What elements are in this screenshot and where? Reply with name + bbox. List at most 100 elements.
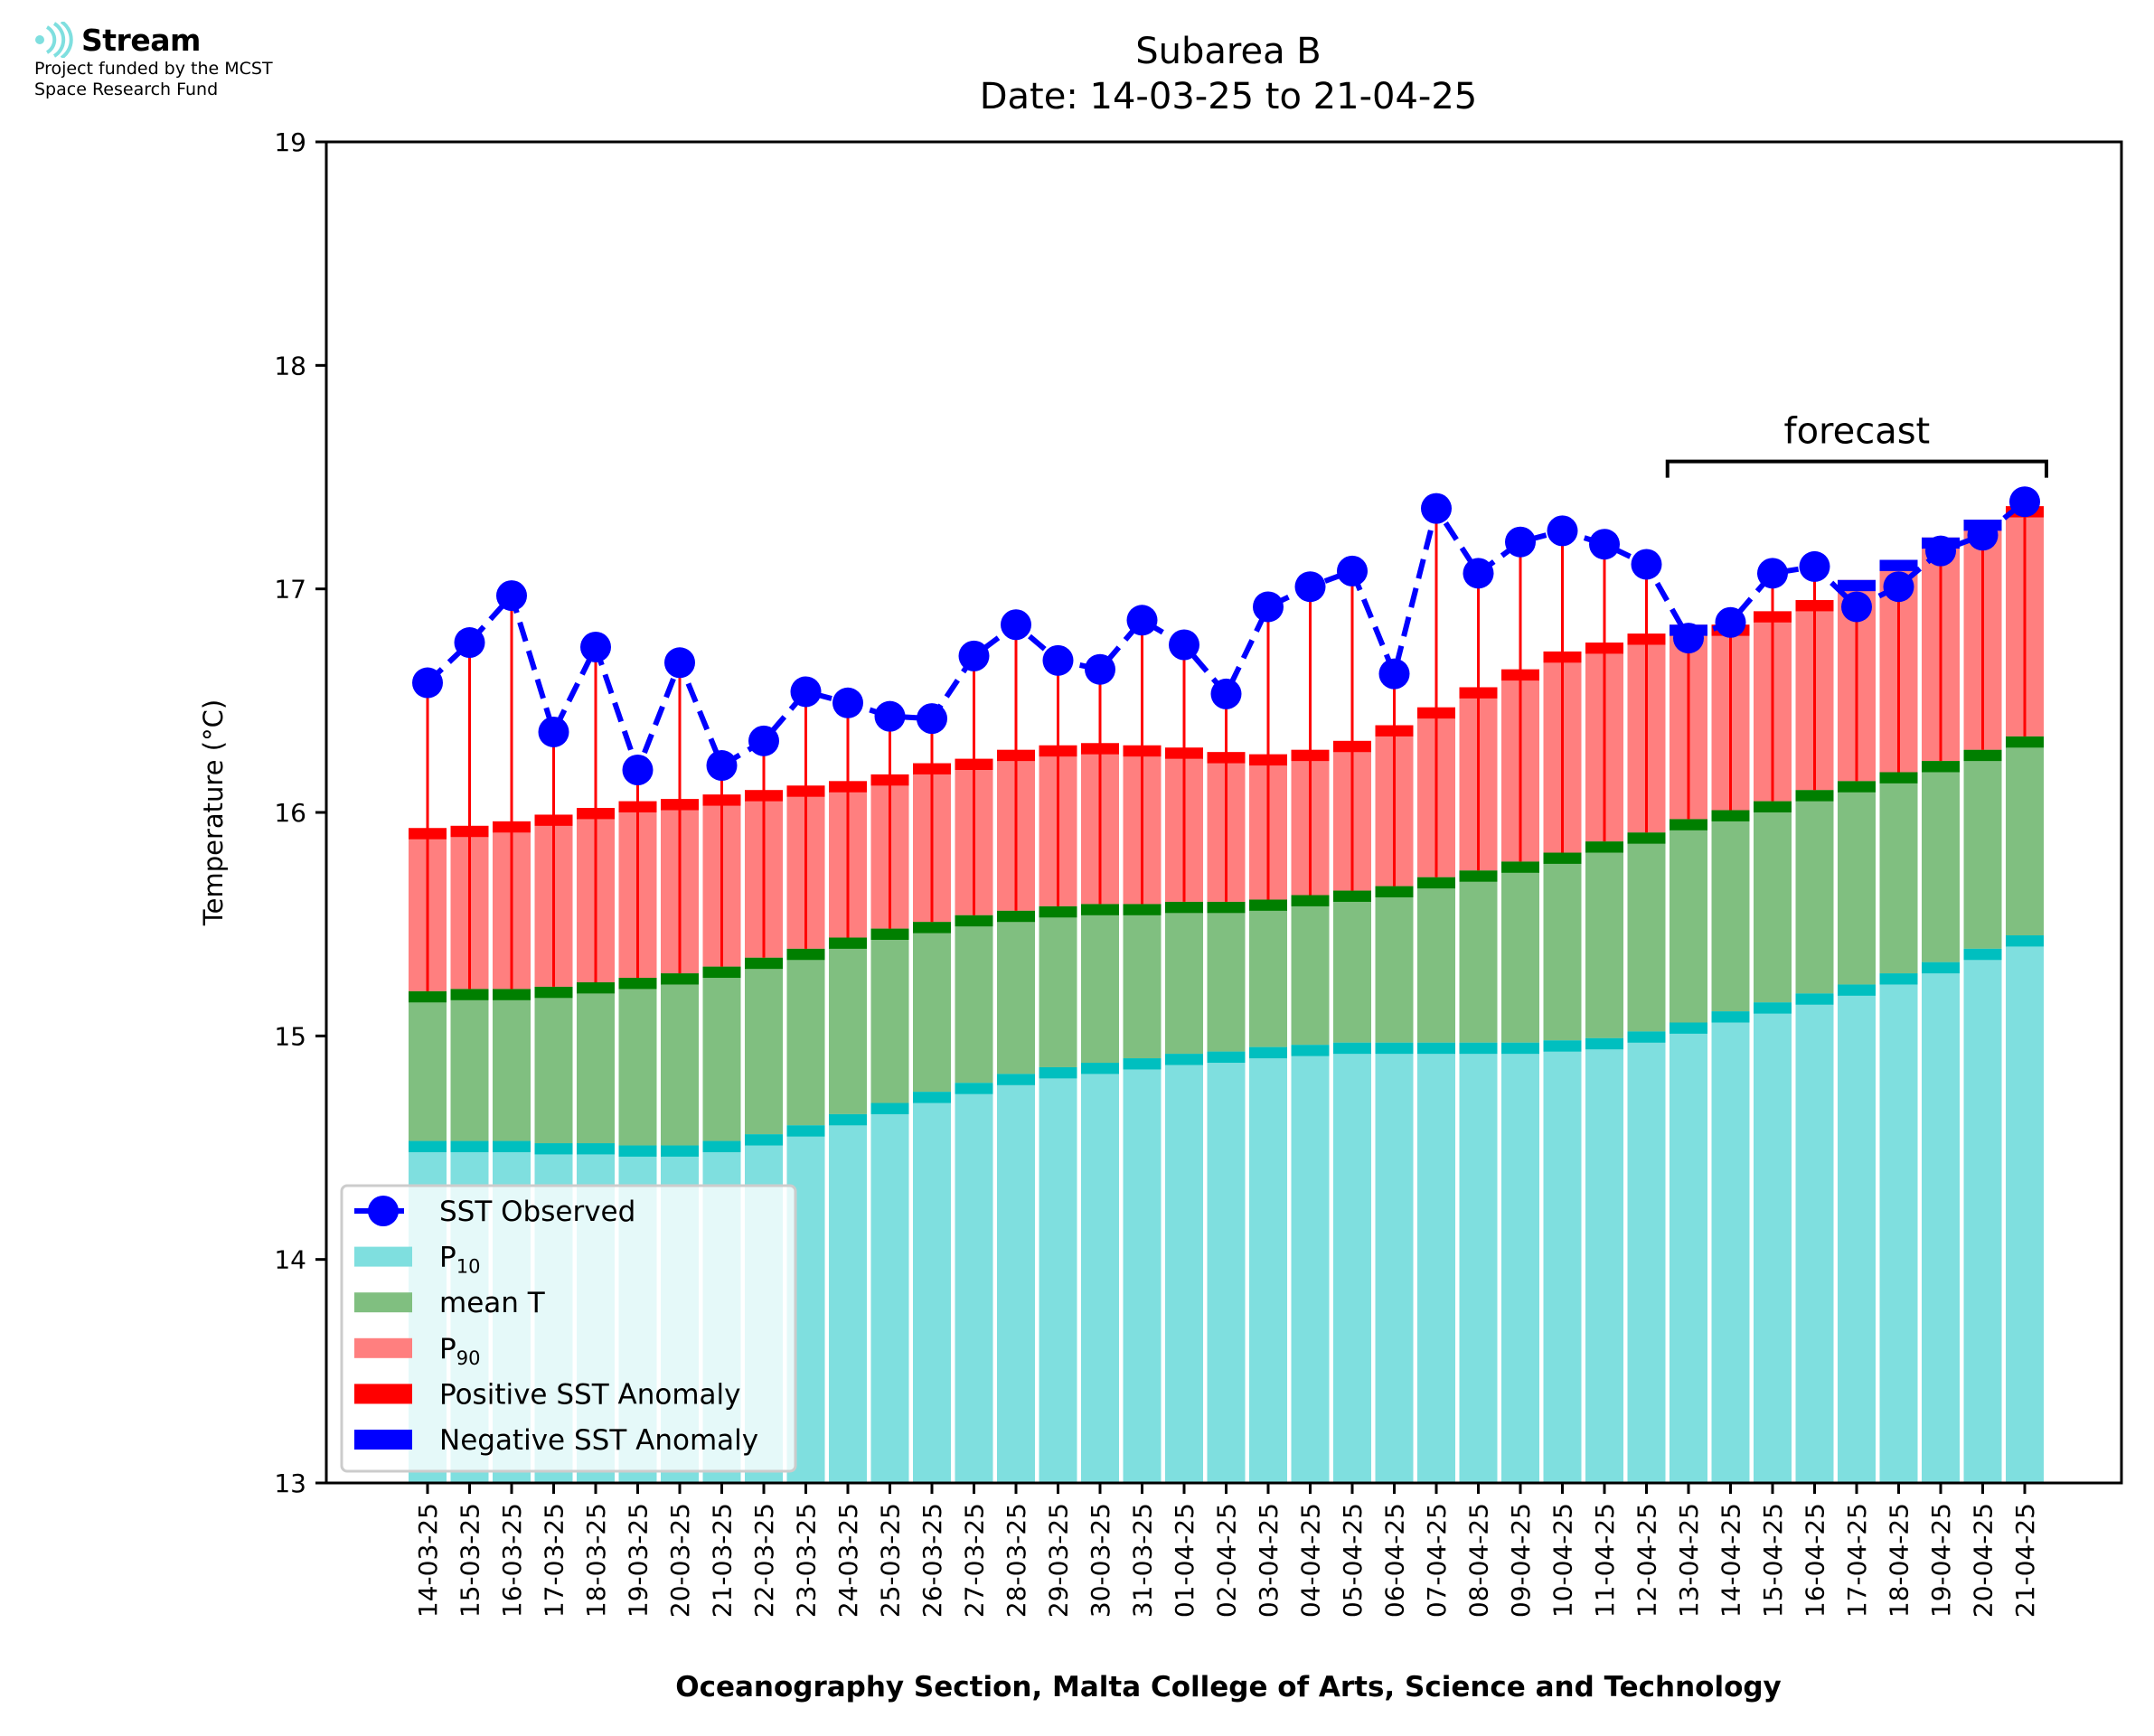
bar-p10-band: [1417, 1042, 1455, 1055]
forecast-bracket: [1665, 459, 2048, 478]
x-tick-label: 20-03-25: [665, 1503, 695, 1618]
bar-p10-band: [913, 1092, 951, 1103]
bar-anomaly-band: [1838, 579, 1876, 592]
bar-p10: [1754, 1002, 1792, 1483]
bar-p10-band: [1039, 1066, 1077, 1079]
x-tick-label: 14-04-25: [1717, 1503, 1746, 1618]
sst-observed-point: [2009, 486, 2040, 518]
bar-p10-band: [1249, 1046, 1287, 1059]
forecast-annotation: forecast: [1665, 411, 2048, 478]
bar-mean-band: [1879, 772, 1918, 784]
bar-mean-band: [997, 910, 1035, 923]
bar-mean: [1585, 841, 1623, 1038]
bar-p10-band: [1333, 1042, 1371, 1055]
bar-p10-band: [1123, 1058, 1162, 1070]
x-tick-label: 17-04-25: [1842, 1503, 1872, 1618]
x-tick-label: 19-04-25: [1926, 1503, 1956, 1618]
bar-p10-band: [493, 1140, 531, 1152]
bar-mean-band: [493, 989, 531, 1000]
bar-p10-band: [702, 1140, 741, 1152]
x-tick-label: 13-04-25: [1674, 1503, 1704, 1618]
legend-label: SST Observed: [439, 1196, 635, 1228]
bar-mean-band: [786, 948, 825, 961]
legend-box: [340, 1184, 797, 1473]
bar-mean-band: [2006, 736, 2044, 748]
y-tick-label: 15: [274, 1021, 306, 1051]
bar-mean: [1501, 861, 1539, 1043]
bar-mean-band: [1795, 790, 1834, 802]
sst-observed-point: [1925, 535, 1956, 567]
x-tick-label: 19-03-25: [624, 1503, 654, 1618]
sst-observed-point: [1673, 623, 1704, 654]
bar-p10-band: [1375, 1042, 1414, 1055]
bar-p10-band: [829, 1113, 867, 1126]
bar-p10-band: [1081, 1063, 1119, 1074]
y-tick-label: 17: [274, 575, 306, 605]
bar-p10: [1838, 984, 1876, 1483]
sst-observed-point: [1589, 529, 1620, 560]
bar-mean-band: [1333, 890, 1371, 902]
x-tick-label: 31-03-25: [1128, 1503, 1158, 1618]
sst-observed-point: [832, 687, 863, 718]
bar-mean: [913, 922, 951, 1093]
bar-p10-band: [1207, 1051, 1246, 1064]
bar-mean: [1249, 899, 1287, 1047]
bar-mean: [745, 957, 783, 1135]
bar-p10-band: [1585, 1037, 1623, 1050]
x-tick-label: 18-04-25: [1885, 1503, 1914, 1618]
bar-mean-band: [618, 978, 657, 990]
sst-observed-point: [580, 631, 611, 662]
sst-observed-point: [1085, 653, 1115, 685]
bar-mean: [409, 990, 447, 1141]
sst-observed-point: [1001, 609, 1031, 641]
bar-mean-band: [1670, 819, 1707, 830]
bar-mean-band: [1207, 901, 1246, 914]
x-tick-label: 16-03-25: [497, 1503, 527, 1618]
bar-mean: [1754, 801, 1792, 1003]
x-tick-label: 02-04-25: [1212, 1503, 1242, 1618]
bar-p10-band: [577, 1143, 615, 1155]
bar-mean-band: [1039, 906, 1077, 918]
legend-label: mean T: [439, 1287, 546, 1319]
sst-observed-point: [1210, 678, 1242, 709]
bar-p10: [1585, 1037, 1623, 1483]
bar-mean-band: [1627, 832, 1666, 844]
sst-observed-point: [1126, 605, 1158, 636]
bar-mean-band: [1501, 861, 1539, 873]
sst-observed-point: [748, 725, 779, 756]
x-tick-label: 26-03-25: [917, 1503, 947, 1618]
sst-observed-point: [1715, 606, 1746, 638]
bar-mean: [493, 989, 531, 1141]
bar-mean-band: [1249, 899, 1287, 911]
x-tick-label: 09-04-25: [1506, 1503, 1536, 1618]
y-axis-label: Temperature (°C): [198, 699, 229, 926]
legend-label: P90: [439, 1333, 480, 1369]
sst-observed-point: [496, 580, 527, 612]
anomaly-lines-group: [426, 502, 2027, 991]
bar-p10: [1459, 1042, 1498, 1483]
bar-mean-band: [1838, 781, 1876, 793]
bar-mean: [1711, 810, 1750, 1012]
x-tick-label: 12-04-25: [1632, 1503, 1662, 1618]
sst-observed-point: [874, 700, 906, 732]
bar-p10: [2006, 935, 2044, 1483]
bar-mean: [577, 981, 615, 1144]
bar-mean: [997, 910, 1035, 1074]
bar-mean-band: [1543, 852, 1582, 864]
sst-observed-point: [1631, 549, 1662, 580]
bar-mean: [618, 978, 657, 1146]
bar-p10: [913, 1092, 951, 1483]
bar-mean-band: [577, 981, 615, 994]
bar-p10-band: [1543, 1040, 1582, 1052]
bar-mean: [829, 937, 867, 1114]
bar-p10: [829, 1113, 867, 1483]
bar-p10-band: [450, 1140, 489, 1152]
sst-observed-point: [706, 750, 738, 782]
bar-mean: [1375, 886, 1414, 1043]
bar-mean: [1795, 790, 1834, 994]
bar-anomaly-band: [1879, 559, 1918, 571]
sst-observed-point: [1294, 571, 1326, 603]
sst-observed-point: [538, 716, 569, 747]
